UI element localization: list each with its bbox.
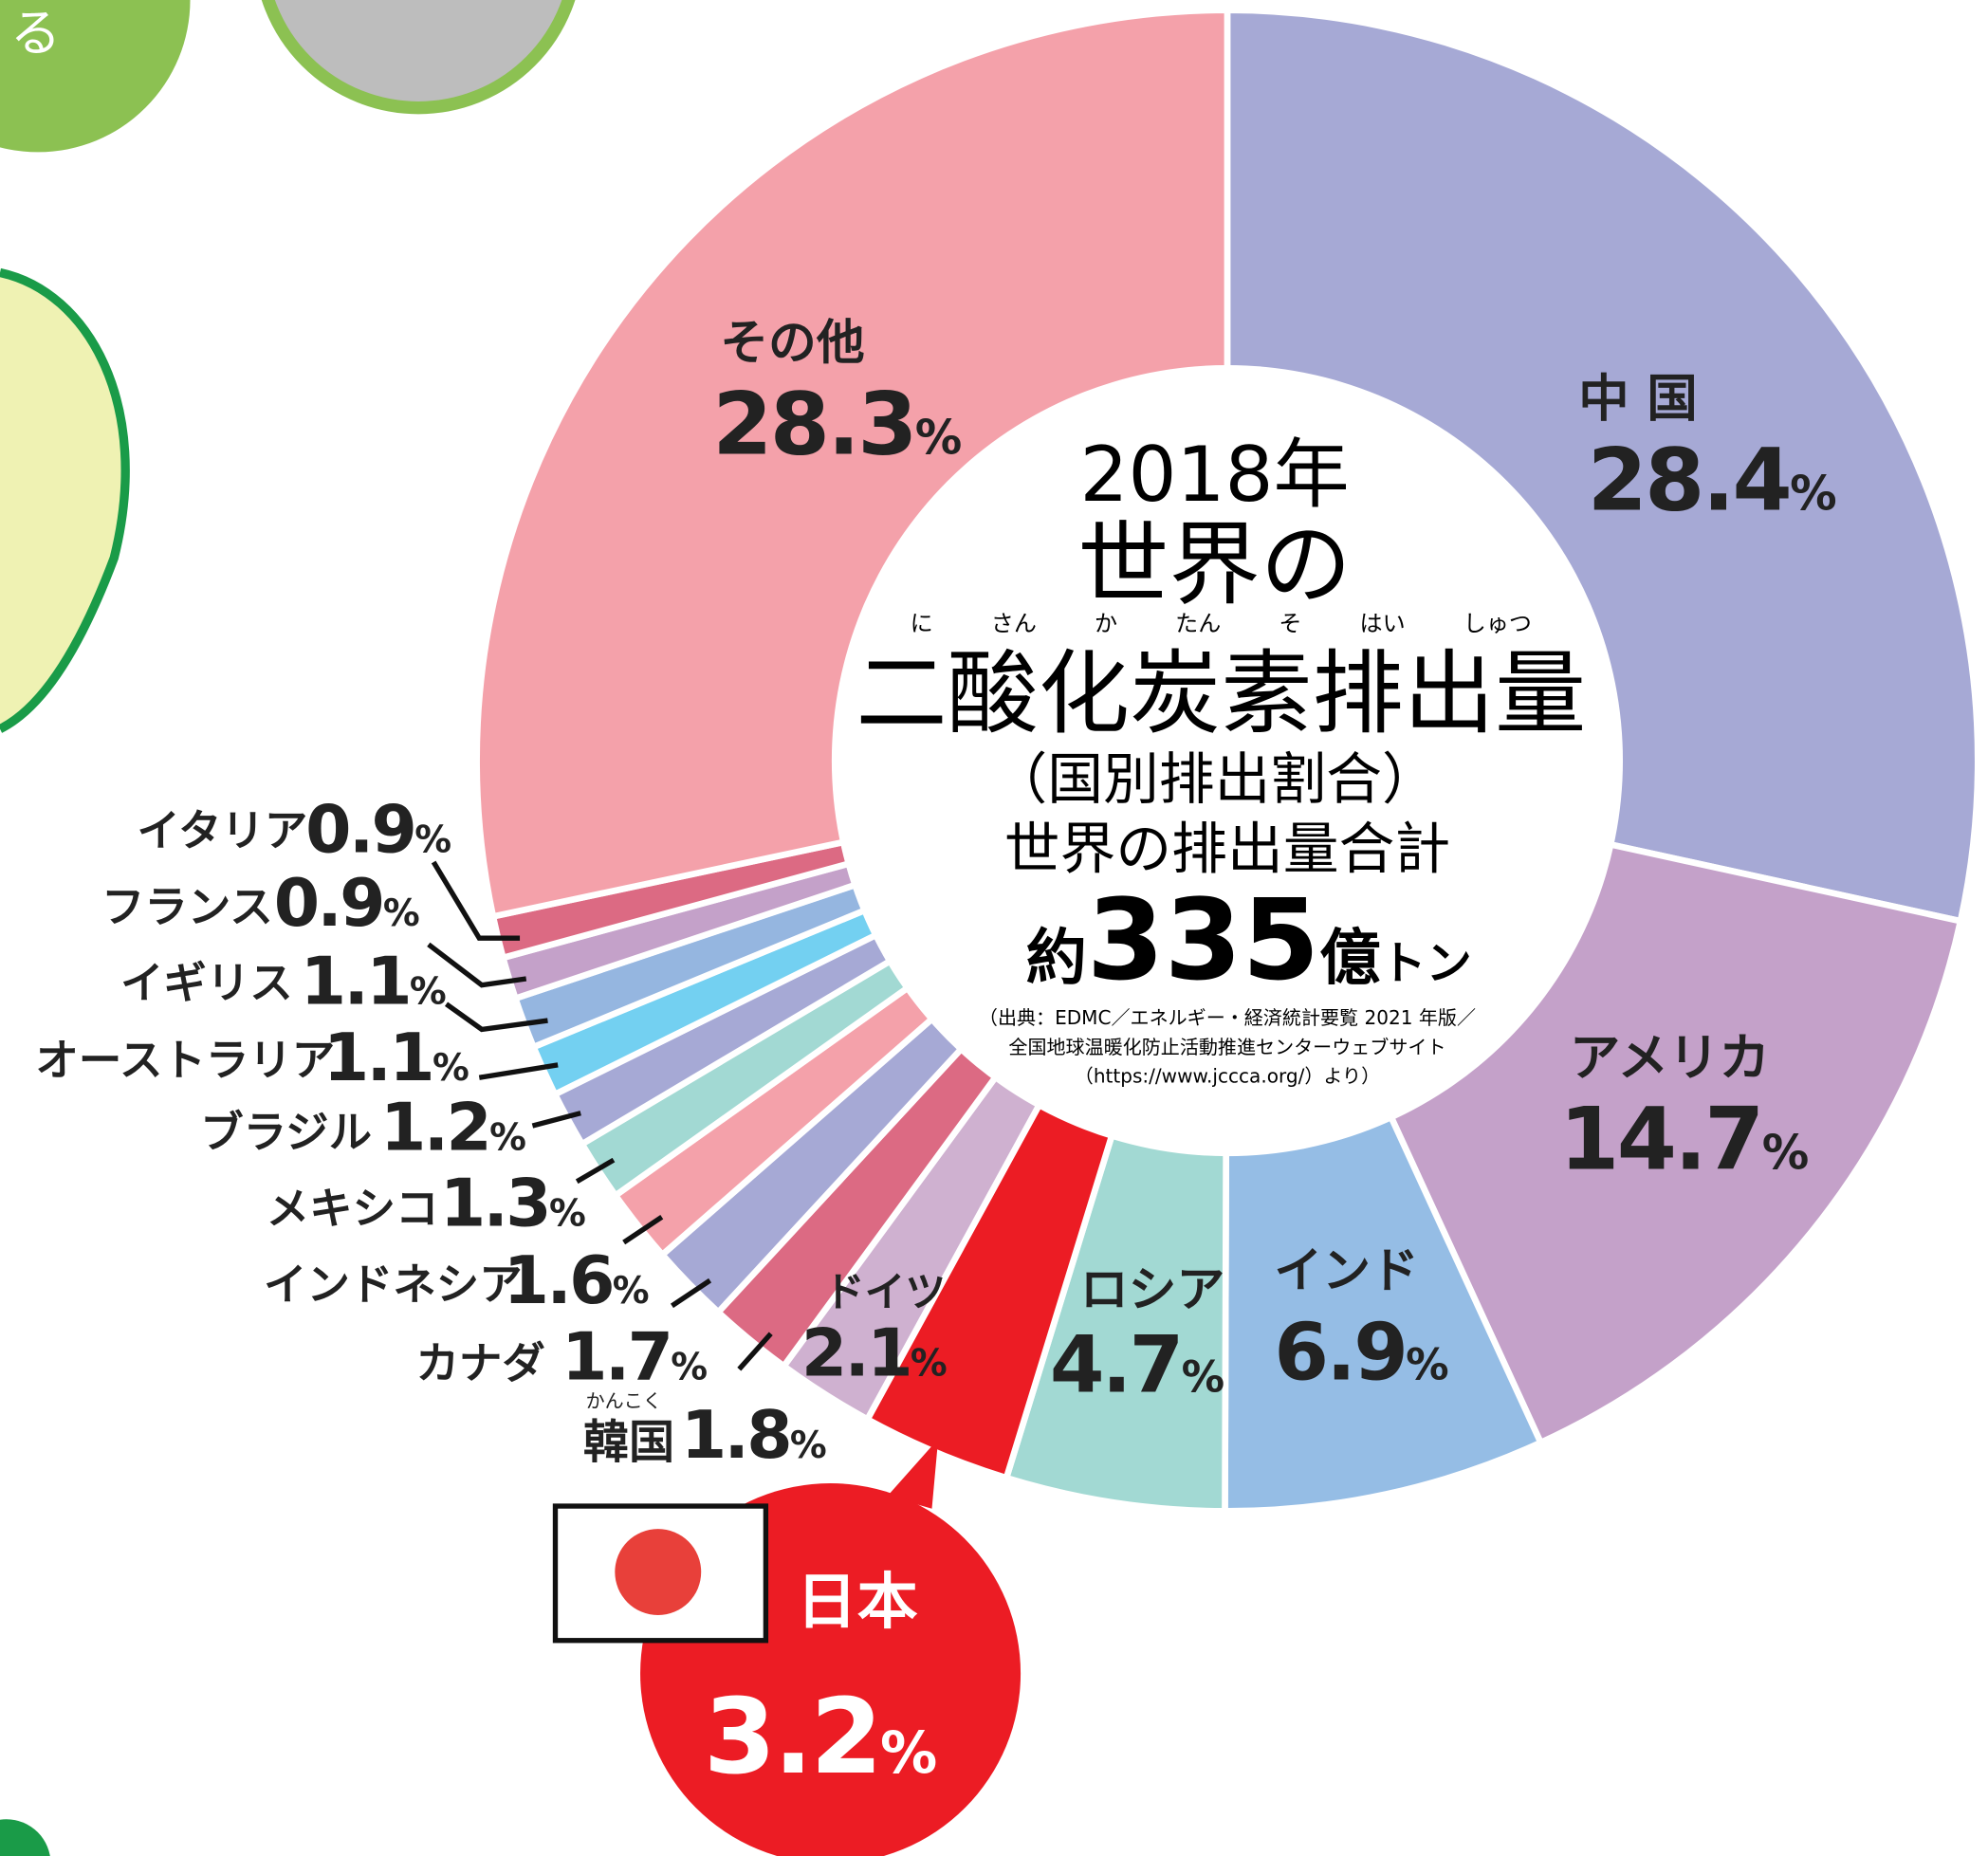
decoration — [261, 0, 576, 115]
value-label: 1.1% — [301, 944, 447, 1020]
value-label: 2.1% — [801, 1314, 948, 1391]
center-subtitle: 世界の排出量合計 — [1004, 817, 1450, 882]
unit: % — [1790, 466, 1837, 521]
value: 1.6 — [504, 1242, 613, 1319]
value-label: 1.3% — [440, 1166, 586, 1242]
unit: % — [671, 1346, 708, 1388]
category-label: 中 国 — [1578, 368, 1698, 428]
value-label: 0.9% — [274, 865, 420, 942]
unit: % — [613, 1270, 650, 1313]
unit: % — [410, 971, 447, 1014]
category-label: オーストラリア — [35, 1036, 335, 1086]
value-label: 1.1% — [323, 1020, 469, 1096]
ruby: かんこく — [586, 1389, 662, 1412]
value: 2.1 — [801, 1314, 911, 1391]
decoration — [0, 1819, 50, 1856]
value-label: 1.8% — [681, 1397, 827, 1474]
total-value: 335 — [1087, 875, 1320, 1005]
category-label: インドネシア — [264, 1259, 523, 1310]
category-label: イギリス — [120, 958, 293, 1008]
total-suffix: トン — [1381, 937, 1472, 990]
unit: % — [1762, 1125, 1810, 1180]
category-label: その他 — [720, 314, 864, 370]
unit: % — [383, 892, 420, 935]
value: 1.2 — [380, 1089, 489, 1166]
decoration-text: る — [10, 3, 61, 63]
unit: % — [549, 1193, 586, 1236]
value: 1.3 — [440, 1166, 549, 1242]
value-label: 1.6% — [504, 1242, 650, 1319]
unit: % — [911, 1342, 948, 1385]
value-label: 4.7% — [1050, 1319, 1224, 1411]
category-label: 日本 — [796, 1567, 917, 1638]
value: 28.3 — [712, 376, 915, 475]
value: 0.9 — [305, 791, 414, 868]
value: 28.4 — [1588, 431, 1791, 530]
value: 1.1 — [301, 944, 410, 1020]
unit: % — [1182, 1352, 1225, 1403]
category-label: フランス — [101, 882, 273, 932]
center-subtitle: （国別排出割合） — [991, 746, 1437, 812]
unit: % — [1406, 1339, 1449, 1389]
total: 約335億トン — [1026, 875, 1472, 1005]
category-label: ロシア — [1080, 1261, 1224, 1317]
value-label: 14.7% — [1559, 1090, 1809, 1189]
ruby: に さん か たん そ はい しゅつ — [911, 611, 1532, 637]
source: 全国地球温暖化防止活動推進センターウェブサイト — [1008, 1036, 1445, 1058]
value: 0.9 — [274, 865, 383, 942]
value: 6.9 — [1274, 1306, 1406, 1398]
unit: % — [790, 1424, 827, 1467]
category-label: ドイツ — [824, 1269, 946, 1316]
value: 3.2 — [704, 1676, 880, 1797]
center-title: 二酸化炭素排出量 — [856, 641, 1586, 747]
value-label: 1.7% — [561, 1318, 708, 1395]
center-title: 2018年 — [1079, 431, 1349, 519]
unit: % — [433, 1047, 469, 1090]
unit: % — [489, 1116, 526, 1159]
value-label: 28.3% — [712, 376, 962, 475]
category-label: ブラジル — [200, 1108, 372, 1158]
total-suffix: 億 — [1319, 923, 1380, 994]
value-label: 28.4% — [1588, 431, 1837, 530]
value: 1.1 — [323, 1020, 433, 1096]
value: 4.7 — [1050, 1319, 1182, 1411]
value: 1.7 — [561, 1318, 671, 1395]
center-title: 世界の — [1077, 511, 1352, 617]
value: 1.8 — [681, 1397, 790, 1474]
unit: % — [880, 1720, 937, 1787]
leader-lines — [427, 860, 773, 1371]
decoration — [0, 267, 130, 733]
donut-hole — [831, 364, 1624, 1157]
value: 14.7 — [1559, 1090, 1762, 1189]
category-label: インド — [1274, 1242, 1418, 1298]
category-label: メキシコ — [267, 1184, 439, 1234]
source: （https://www.jccca.org/）より） — [1075, 1065, 1380, 1088]
unit: % — [414, 818, 451, 861]
value-label: 0.9% — [305, 791, 451, 868]
value-label: 1.2% — [380, 1089, 526, 1166]
source: （出典：EDMC／エネルギー・経済統計要覧 2021 年版／ — [979, 1006, 1476, 1029]
category-label: カナダ — [415, 1338, 544, 1388]
value-label: 6.9% — [1274, 1306, 1448, 1398]
category-label: 韓国 — [583, 1416, 674, 1469]
value-label: 3.2% — [704, 1676, 937, 1797]
decoration — [0, 0, 191, 153]
unit: % — [915, 411, 963, 466]
callout-pointer — [887, 1439, 939, 1509]
category-label: イタリア — [137, 806, 307, 856]
total-prefix: 約 — [1026, 923, 1087, 994]
flag-sun — [615, 1529, 702, 1616]
category-label: アメリカ — [1570, 1028, 1770, 1088]
